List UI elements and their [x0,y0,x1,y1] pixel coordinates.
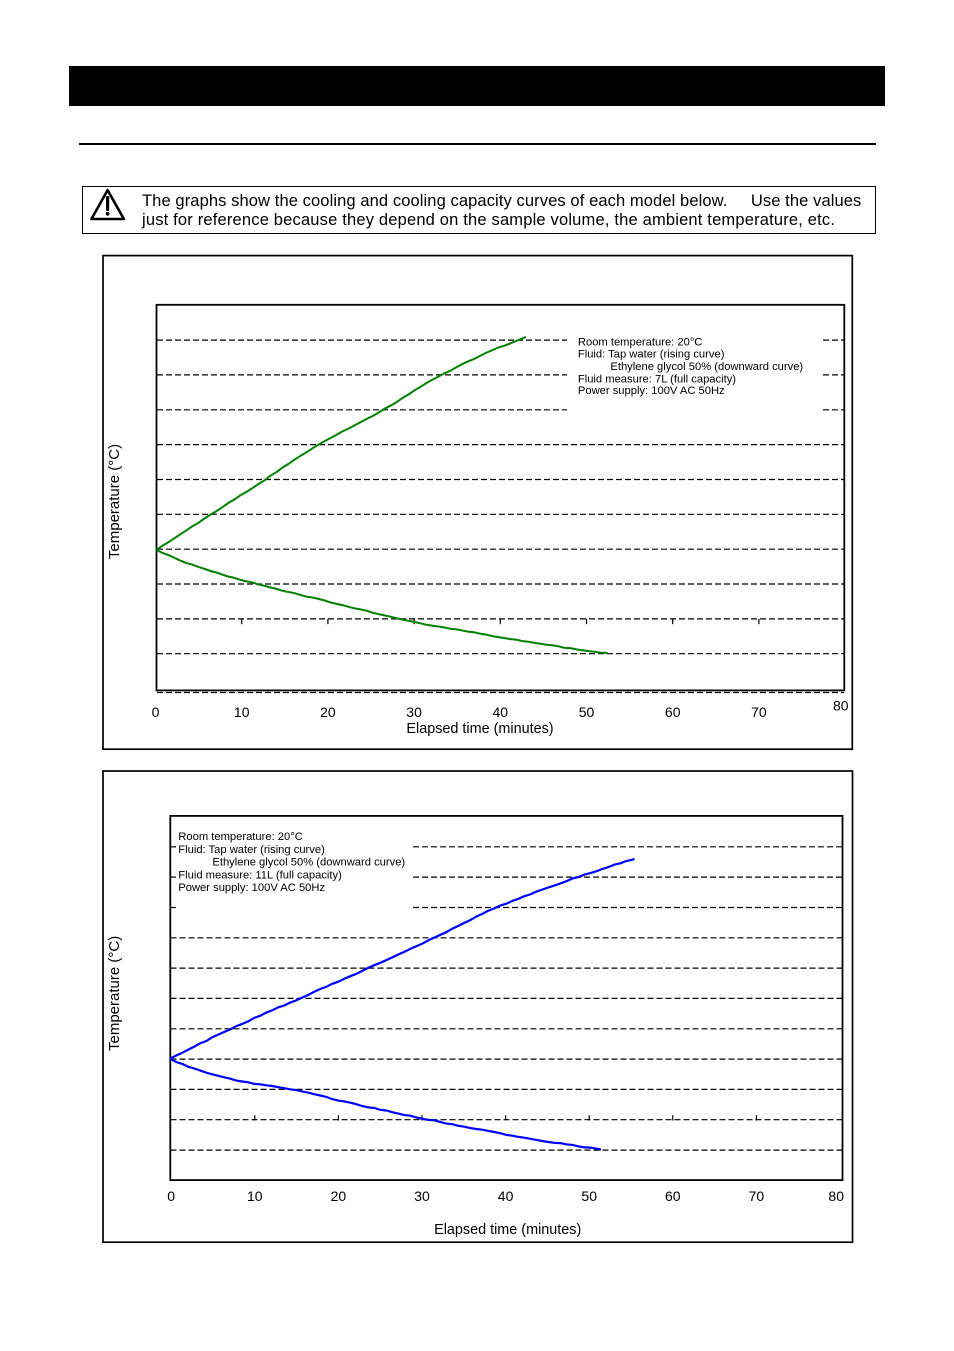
svg-text:Elapsed time (minutes): Elapsed time (minutes) [434,1222,581,1238]
svg-text:40: 40 [493,704,509,720]
svg-text:Temperature (°C): Temperature (°C) [106,444,123,559]
svg-text:Power supply: 100V AC 50Hz: Power supply: 100V AC 50Hz [578,385,725,397]
svg-text:80: 80 [833,698,849,714]
svg-text:10: 10 [247,1188,263,1204]
svg-text:Fluid: Tap water (rising curve: Fluid: Tap water (rising curve) [178,844,325,856]
svg-text:70: 70 [749,1188,765,1204]
svg-text:0: 0 [152,704,160,720]
svg-text:Fluid measure: 11L (full capac: Fluid measure: 11L (full capacity) [178,869,342,881]
svg-text:70: 70 [751,704,767,720]
svg-text:0: 0 [167,1188,175,1204]
svg-text:60: 60 [665,704,681,720]
svg-text:50: 50 [581,1188,597,1204]
svg-text:Room temperature: 20°C: Room temperature: 20°C [578,336,702,348]
svg-text:Elapsed time (minutes): Elapsed time (minutes) [406,721,553,737]
svg-text:10: 10 [234,704,250,720]
svg-text:60: 60 [665,1188,681,1204]
svg-text:Fluid: Tap water (rising curve: Fluid: Tap water (rising curve) [578,349,725,361]
svg-text:Fluid measure: 7L (full capaci: Fluid measure: 7L (full capacity) [578,373,736,385]
svg-text:80: 80 [828,1188,844,1204]
svg-text:Room temperature: 20°C: Room temperature: 20°C [178,831,302,843]
svg-text:Power supply: 100V AC 50Hz: Power supply: 100V AC 50Hz [178,882,325,894]
svg-text:Ethylene glycol 50% (downward: Ethylene glycol 50% (downward curve) [212,857,405,869]
svg-text:30: 30 [414,1188,430,1204]
svg-text:Temperature (°C): Temperature (°C) [106,936,123,1051]
svg-text:40: 40 [498,1188,514,1204]
svg-text:50: 50 [579,704,595,720]
svg-text:20: 20 [331,1188,347,1204]
svg-text:Ethylene glycol 50% (downward: Ethylene glycol 50% (downward curve) [610,361,803,373]
svg-text:30: 30 [406,704,422,720]
svg-text:20: 20 [320,704,336,720]
